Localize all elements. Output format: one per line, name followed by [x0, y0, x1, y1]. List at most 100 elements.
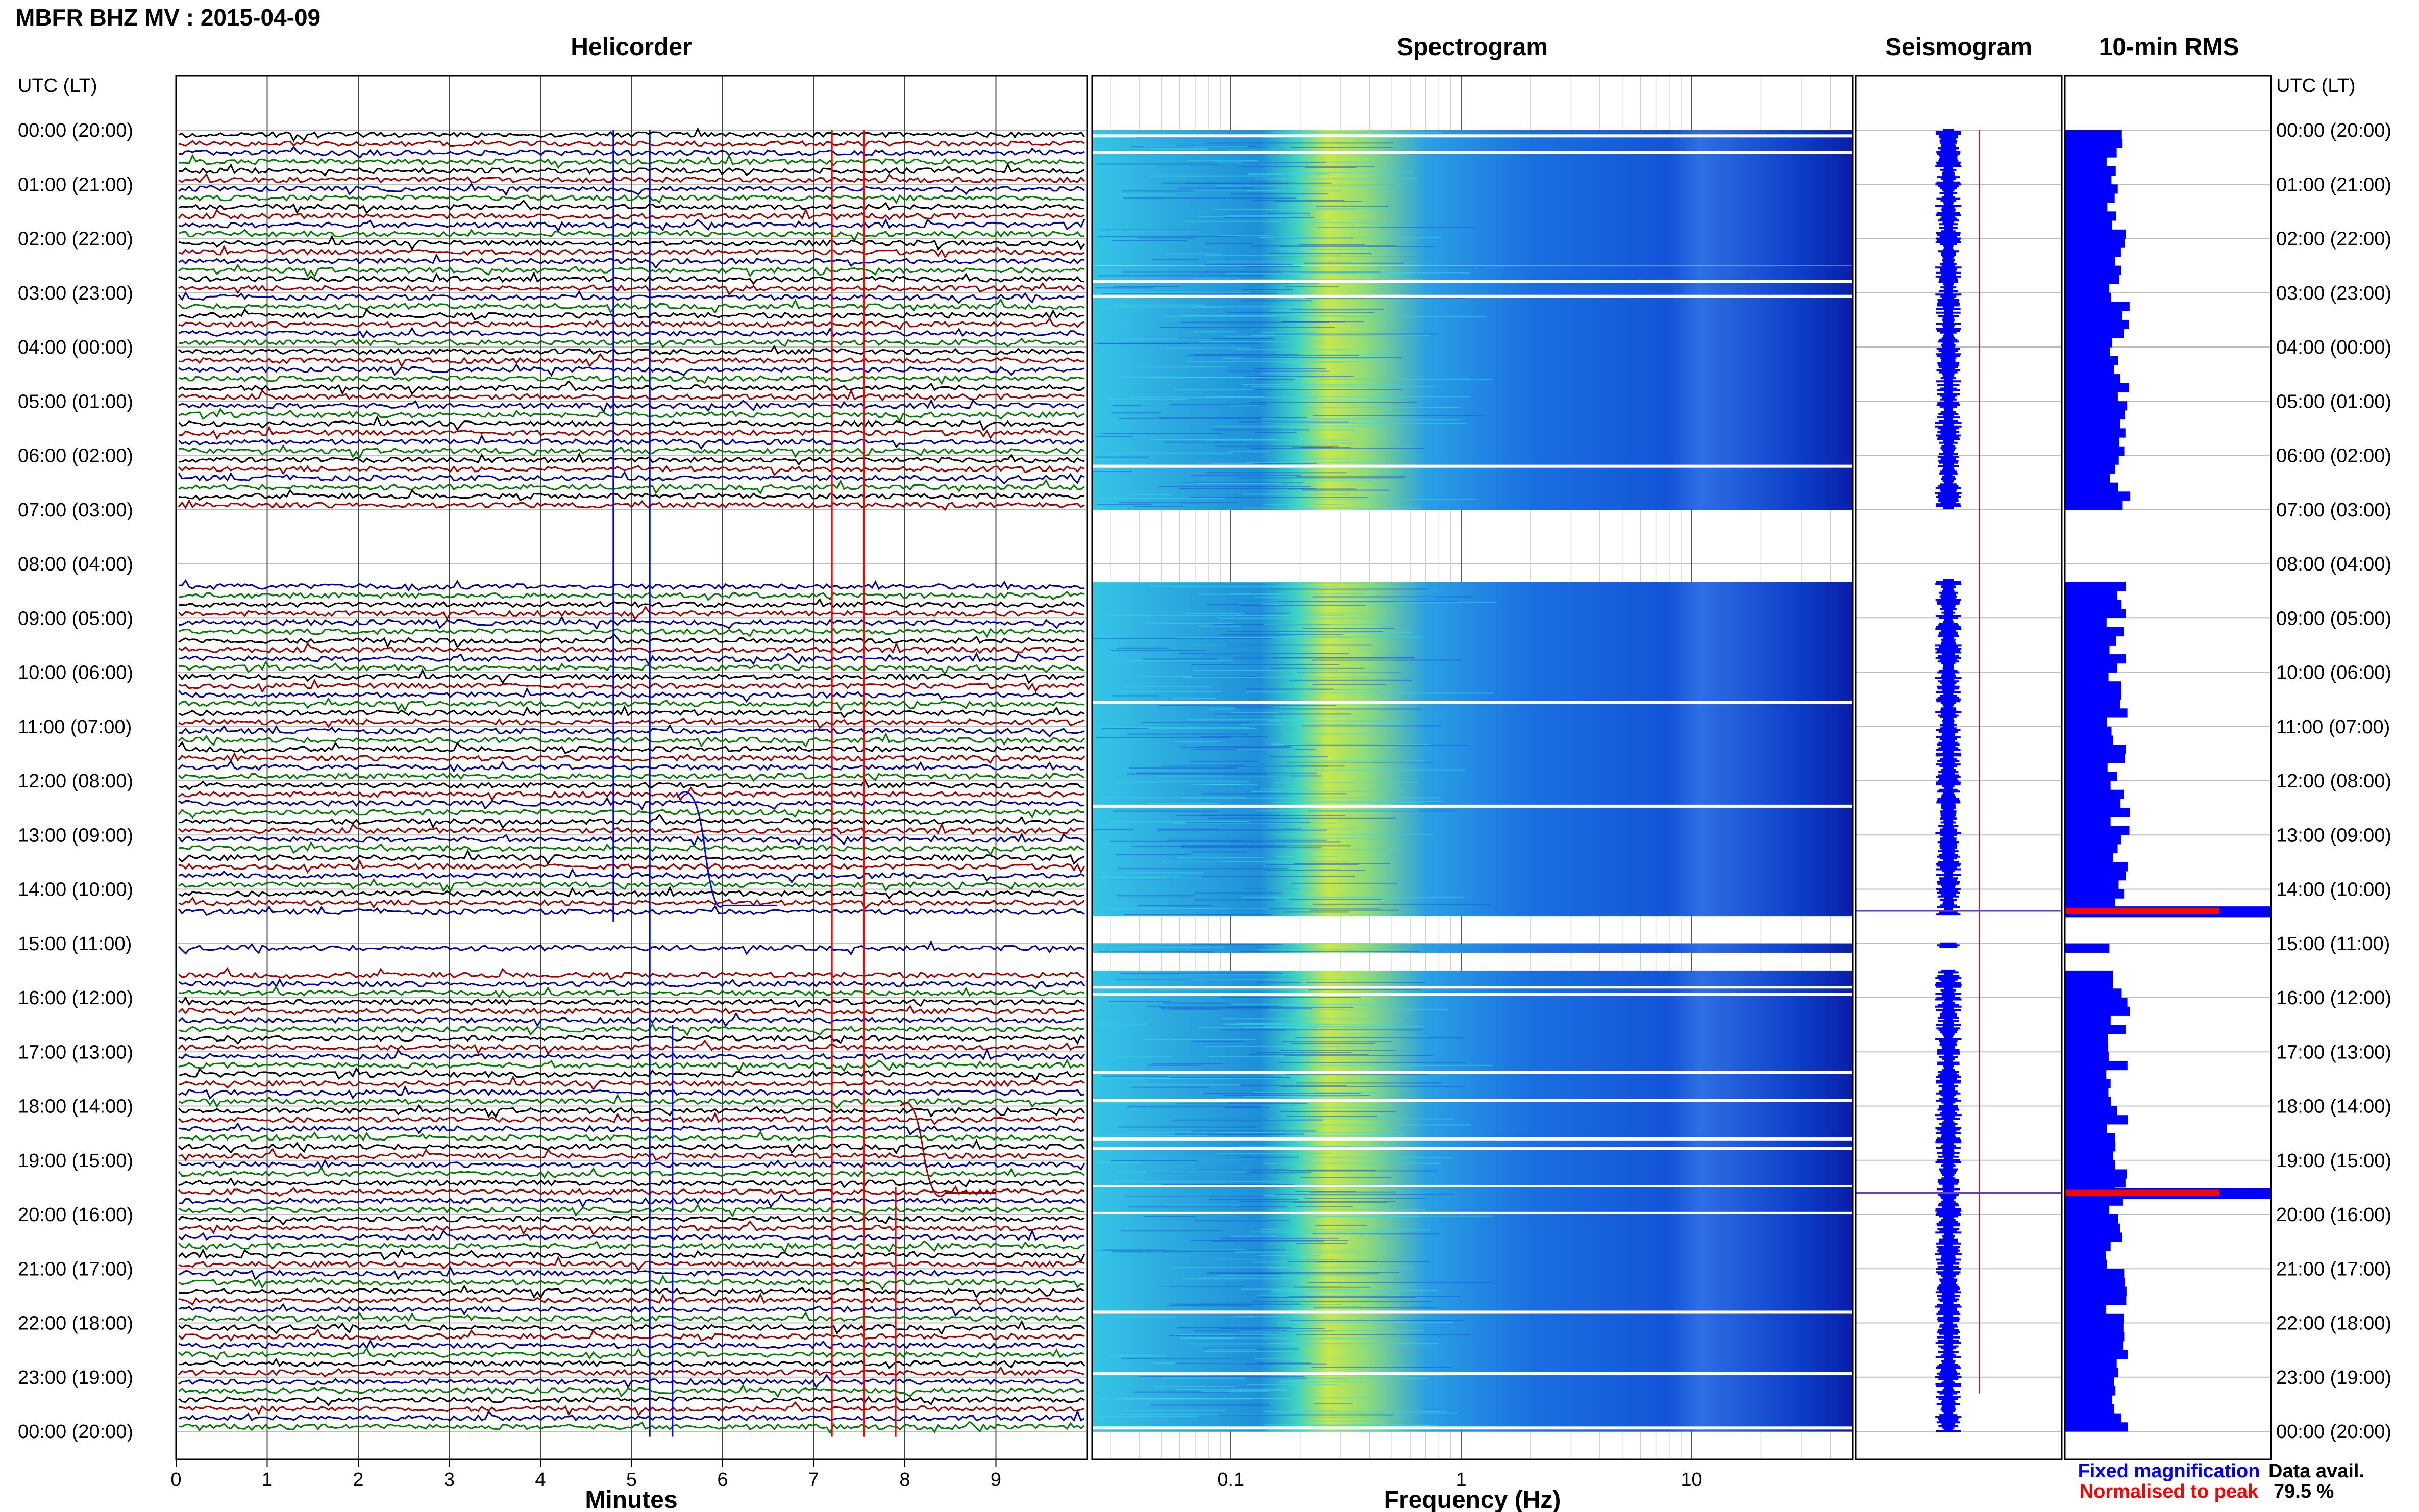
spectrogram-texture	[1287, 488, 1356, 490]
time-label-right: 13:00 (09:00)	[2276, 825, 2391, 846]
spectrogram-texture	[1315, 1224, 1367, 1226]
time-label-left: 11:00 (07:00)	[18, 716, 132, 738]
helicorder-trace	[178, 1292, 1085, 1306]
spectrogram-texture	[1131, 846, 1286, 847]
spectrogram-texture	[1170, 404, 1268, 405]
rms-bar	[2065, 419, 2120, 429]
helicorder-trace	[178, 1274, 1085, 1291]
rms-bar	[2065, 871, 2126, 881]
spectrogram-row	[1092, 1296, 1853, 1305]
spectrogram-texture	[1176, 1389, 1287, 1391]
spectrogram-texture	[1181, 845, 1351, 847]
spectrogram-texture	[1119, 502, 1238, 504]
rms-bar	[2065, 220, 2112, 230]
spectrogram-texture	[1301, 400, 1378, 402]
spectrogram-texture	[1163, 1002, 1229, 1004]
spectrogram-texture	[1124, 686, 1212, 687]
time-label-left: 04:00 (00:00)	[18, 337, 133, 358]
spectrogram-texture	[1266, 1430, 1401, 1431]
rms-bar	[2065, 501, 2123, 510]
spectrogram-texture	[1112, 240, 1187, 241]
spectrogram-texture	[1095, 456, 1150, 458]
spectrogram-texture	[1191, 761, 1258, 762]
helicorder-trace	[178, 1409, 1085, 1422]
rms-bar	[2065, 1404, 2115, 1414]
helicorder-trace	[178, 327, 1085, 339]
spectrogram-texture	[1235, 1316, 1288, 1317]
helicorder-trace	[178, 229, 1085, 242]
spectrogram-texture	[1264, 1162, 1441, 1164]
spectrogram-texture	[1127, 1106, 1260, 1108]
spectrogram-texture	[1118, 868, 1289, 870]
helicorder-trace	[178, 139, 1085, 147]
spectrogram-row	[1092, 410, 1853, 420]
rms-bar	[2065, 446, 2125, 456]
spectrogram-texture	[1173, 389, 1255, 390]
spectrogram-texture	[1274, 201, 1362, 202]
spectrogram-texture	[1109, 840, 1244, 842]
spectrogram-texture	[1288, 1146, 1351, 1147]
minute-tick-label: 2	[353, 1469, 363, 1491]
spectrogram-texture	[1270, 1378, 1429, 1379]
spectrogram-texture	[1293, 442, 1357, 444]
helicorder-trace	[178, 797, 1085, 811]
rms-bar	[2065, 256, 2115, 266]
rms-bar	[2065, 672, 2109, 682]
spectrogram-texture	[1167, 1249, 1246, 1251]
spectrogram-texture	[1245, 691, 1287, 693]
spectrogram-texture	[1099, 951, 1213, 953]
spectrogram-texture	[1165, 347, 1251, 349]
spectrogram-texture	[1189, 1343, 1313, 1345]
spectrogram-texture	[1095, 1102, 1228, 1104]
spectrogram-texture	[1117, 781, 1249, 783]
spectrogram-texture	[1240, 1085, 1347, 1086]
rms-bar	[2065, 437, 2119, 447]
helicorder-trace	[178, 1130, 1085, 1142]
spectrogram-texture	[1291, 1043, 1375, 1044]
helicorder-trace	[178, 786, 1085, 802]
spectrogram-texture	[1187, 160, 1259, 161]
spectrogram-texture	[1236, 749, 1296, 750]
helicorder-trace	[178, 752, 1085, 764]
spectrogram-texture	[1196, 1337, 1383, 1339]
rms-bar	[2065, 1341, 2124, 1351]
spectrogram-texture	[1295, 1037, 1464, 1039]
spectrogram-texture	[1279, 246, 1435, 247]
rms-bar	[2065, 329, 2124, 338]
rms-bar	[2065, 1025, 2126, 1034]
helicorder-trace	[178, 1220, 1085, 1236]
spectrogram-texture	[1269, 252, 1372, 254]
spectrogram-row	[1092, 284, 1853, 293]
rms-bar	[2065, 473, 2110, 483]
spectrogram-texture	[1276, 249, 1381, 250]
rms-bar	[2065, 356, 2118, 365]
spectrogram-texture	[1296, 869, 1341, 870]
spectrogram-texture	[1192, 1130, 1316, 1132]
spectrogram-texture	[1227, 1024, 1375, 1026]
frequency-tick-label: 10	[1681, 1469, 1702, 1491]
spectrogram-texture	[1100, 1398, 1253, 1400]
rms-bar	[2065, 229, 2126, 239]
spectrogram-texture	[1236, 1023, 1314, 1024]
helicorder-trace	[178, 668, 1085, 684]
spectrogram-xlabel: Frequency (Hz)	[1384, 1486, 1561, 1512]
spectrogram-texture	[1212, 426, 1386, 427]
helicorder-trace	[178, 470, 1085, 485]
spectrogram-texture	[1290, 744, 1431, 746]
spectrogram-texture	[1176, 1103, 1308, 1104]
helicorder-trace	[178, 127, 1085, 142]
helicorder-trace	[178, 1048, 1085, 1061]
spectrogram-texture	[1129, 494, 1174, 495]
spectrogram-texture	[1148, 1107, 1224, 1108]
spectrogram-texture	[1296, 1082, 1442, 1084]
spectrogram-texture	[1239, 1201, 1396, 1202]
rms-bar	[2065, 1070, 2107, 1079]
spectrogram-texture	[1144, 1216, 1195, 1217]
spectrogram-texture	[1301, 838, 1381, 839]
helicorder-trace	[178, 1240, 1085, 1254]
spectrogram-texture	[1305, 297, 1467, 299]
rms-bar	[2065, 988, 2122, 998]
spectrogram-texture	[1285, 636, 1421, 638]
rms-bar	[2065, 1205, 2110, 1215]
